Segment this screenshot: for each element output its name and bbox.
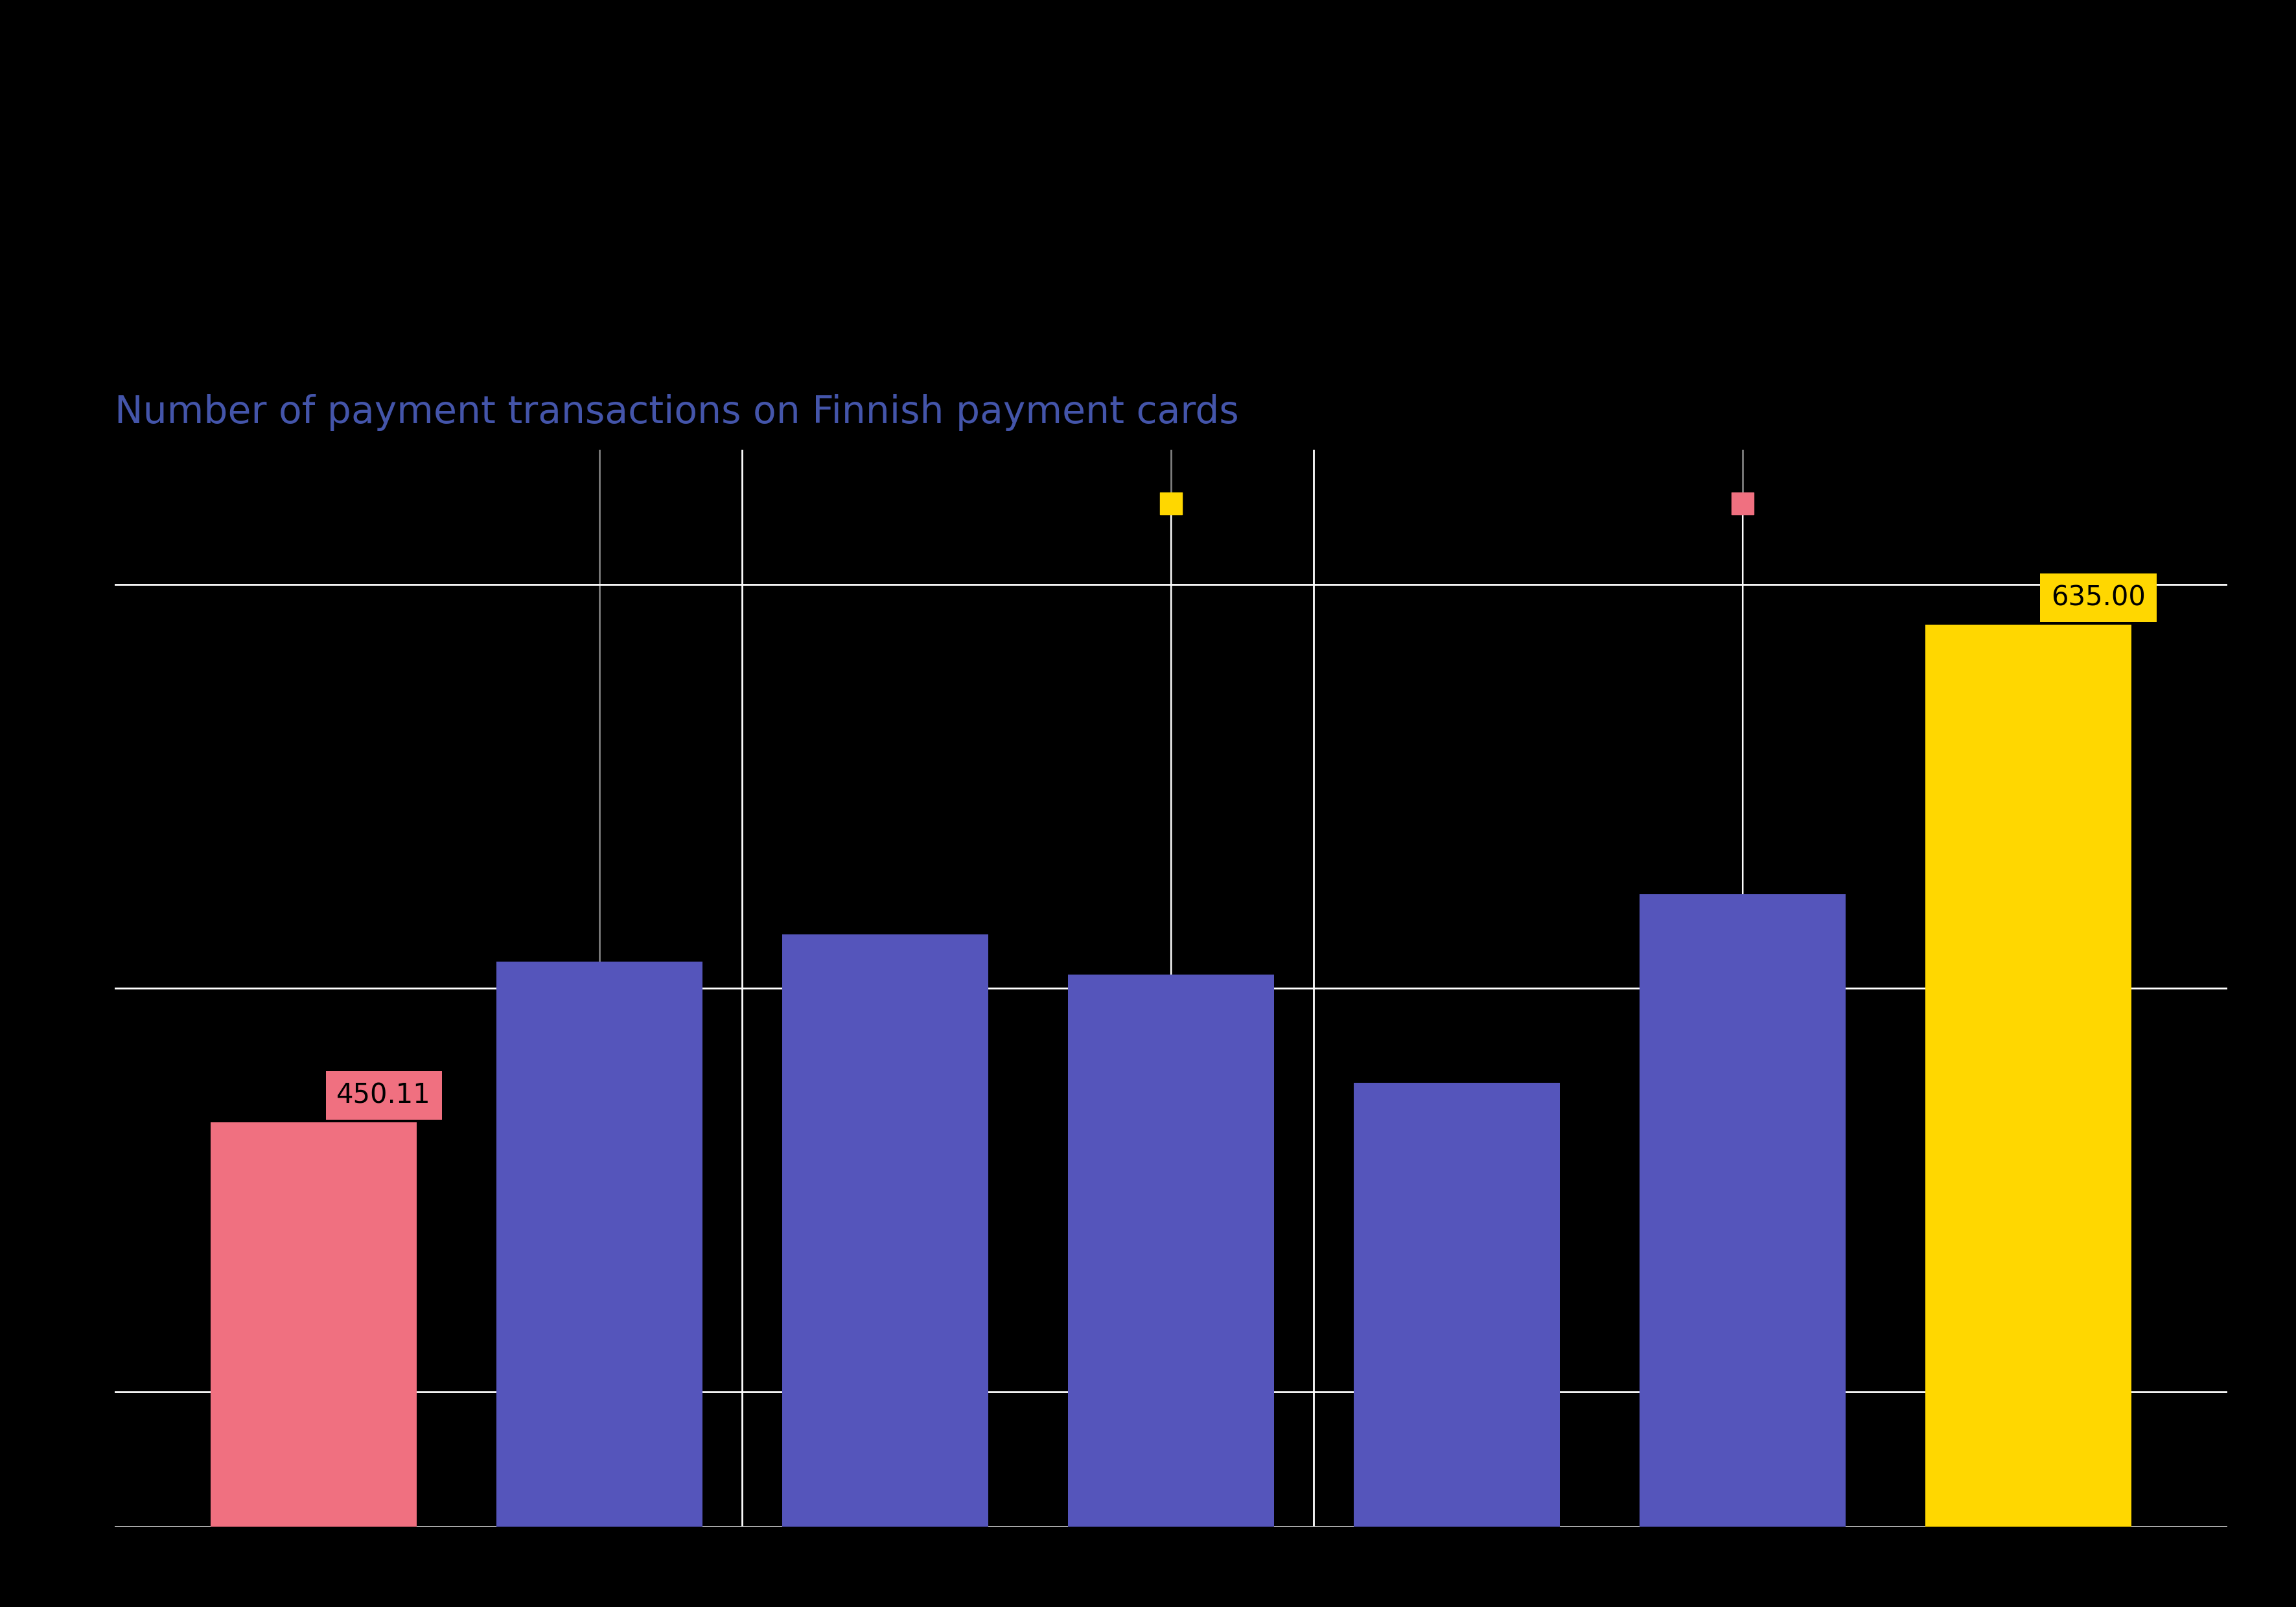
Text: 450.11: 450.11 <box>338 1082 432 1109</box>
Bar <box>496 961 703 1607</box>
Bar <box>783 934 987 1607</box>
Text: 635.00: 635.00 <box>2050 585 2147 611</box>
Point <box>1153 492 1189 517</box>
Bar <box>1068 975 1274 1607</box>
Bar <box>1639 893 1846 1607</box>
Text: Number of payment transactions on Finnish payment cards: Number of payment transactions on Finnis… <box>115 394 1240 431</box>
Bar <box>1355 1083 1559 1607</box>
Bar <box>1926 625 2131 1607</box>
Bar <box>211 1123 416 1607</box>
Point <box>1724 492 1761 517</box>
